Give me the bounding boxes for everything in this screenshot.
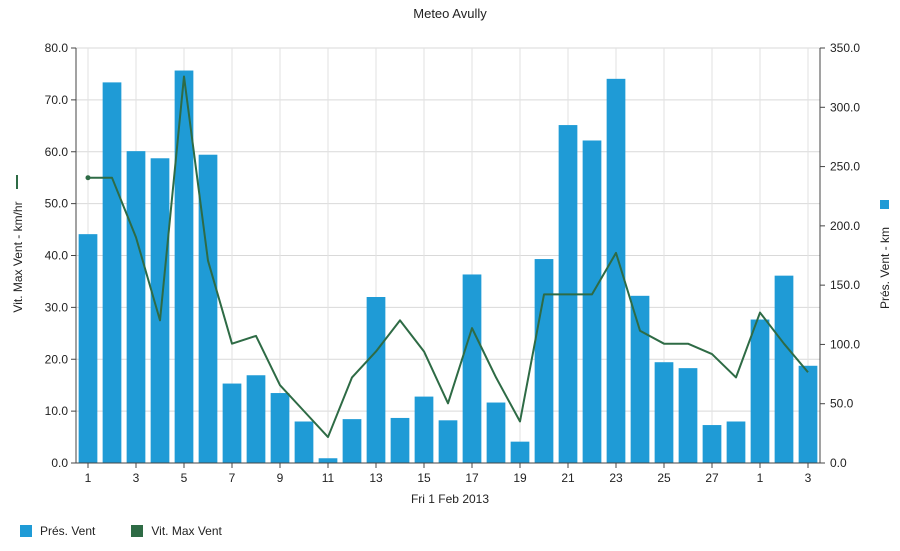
y-right-tick-label: 250.0: [830, 160, 860, 174]
chart-title: Meteo Avully: [413, 6, 487, 21]
x-tick-label: 27: [705, 471, 719, 485]
bar: [246, 375, 266, 463]
x-tick-label: 15: [417, 471, 431, 485]
bar: [126, 151, 146, 463]
bar: [438, 420, 458, 463]
legend: Prés. Vent Vit. Max Vent: [20, 524, 222, 538]
bar: [654, 362, 674, 463]
y-left-tick-label: 50.0: [45, 197, 69, 211]
x-tick-label: 19: [513, 471, 527, 485]
legend-item-bars[interactable]: Prés. Vent: [20, 524, 95, 538]
axes: 0.0 10.0 20.0 30.0 40.0 50.0 60.0 70.0 80.0 0.0 50…: [45, 41, 861, 485]
bar: [294, 421, 314, 463]
x-tick-label: 3: [133, 471, 140, 485]
x-tick-label: 3: [805, 471, 812, 485]
legend-swatch-bars: [20, 525, 32, 537]
x-tick-label: 1: [85, 471, 92, 485]
x-tick-label: 23: [609, 471, 623, 485]
y-right-axis-label: Prés. Vent - km: [878, 227, 892, 309]
bar: [342, 419, 362, 463]
bar: [534, 259, 554, 463]
bar: [606, 78, 626, 463]
bar: [678, 368, 698, 463]
line-series: [85, 75, 809, 439]
x-tick-label: 11: [322, 471, 335, 485]
bar: [318, 458, 338, 463]
legend-label-line: Vit. Max Vent: [151, 524, 222, 538]
y-right-tick-label: 200.0: [830, 219, 860, 233]
y-right-tick-label: 100.0: [830, 337, 860, 351]
x-axis-label: Fri 1 Feb 2013: [411, 492, 489, 506]
legend-label-bars: Prés. Vent: [40, 524, 96, 538]
bar: [222, 383, 242, 463]
bar: [750, 319, 770, 463]
x-tick-label: 7: [229, 471, 236, 485]
bar: [582, 140, 602, 463]
y-right-tick-label: 300.0: [830, 100, 860, 114]
y-left-tick-label: 30.0: [45, 300, 69, 314]
bar: [510, 441, 530, 463]
y-left-tick-label: 20.0: [45, 352, 69, 366]
bars: [78, 70, 818, 464]
series-line: [88, 75, 809, 439]
x-tick-label: 5: [181, 471, 188, 485]
y-right-legend-mark: [880, 200, 889, 209]
x-tick-label: 17: [465, 471, 479, 485]
y-right-tick-label: 150.0: [830, 278, 860, 292]
bar: [798, 365, 818, 463]
y-left-tick-label: 80.0: [45, 41, 69, 55]
y-left-tick-label: 0.0: [51, 456, 68, 470]
bar: [78, 234, 98, 463]
bar: [702, 425, 722, 463]
bar: [390, 417, 410, 463]
y-right-tick-label: 50.0: [830, 397, 854, 411]
bar: [174, 70, 194, 464]
y-right-tick-label: 350.0: [830, 41, 860, 55]
bar: [630, 295, 650, 463]
legend-swatch-line: [131, 525, 144, 537]
bar: [102, 82, 122, 463]
x-tick-label: 25: [657, 471, 671, 485]
y-left-tick-label: 10.0: [45, 404, 69, 418]
y-left-axis-label: Vit. Max Vent - km/hr: [11, 201, 25, 312]
bar: [270, 393, 290, 463]
x-tick-label: 21: [561, 471, 575, 485]
x-tick-label: 1: [757, 471, 764, 485]
bar: [366, 297, 386, 463]
y-left-tick-label: 40.0: [45, 249, 69, 263]
bar: [486, 402, 506, 463]
bar: [198, 154, 218, 463]
legend-item-line[interactable]: Vit. Max Vent: [131, 524, 222, 538]
x-tick-label: 13: [369, 471, 383, 485]
bar: [774, 275, 794, 463]
y-left-tick-label: 60.0: [45, 145, 69, 159]
x-tick-label: 9: [277, 471, 284, 485]
bar: [462, 274, 482, 463]
bar: [414, 396, 434, 463]
bar: [726, 421, 746, 463]
y-right-tick-label: 0.0: [830, 456, 847, 470]
line-start-point: [85, 175, 91, 181]
y-left-tick-label: 70.0: [45, 93, 69, 107]
